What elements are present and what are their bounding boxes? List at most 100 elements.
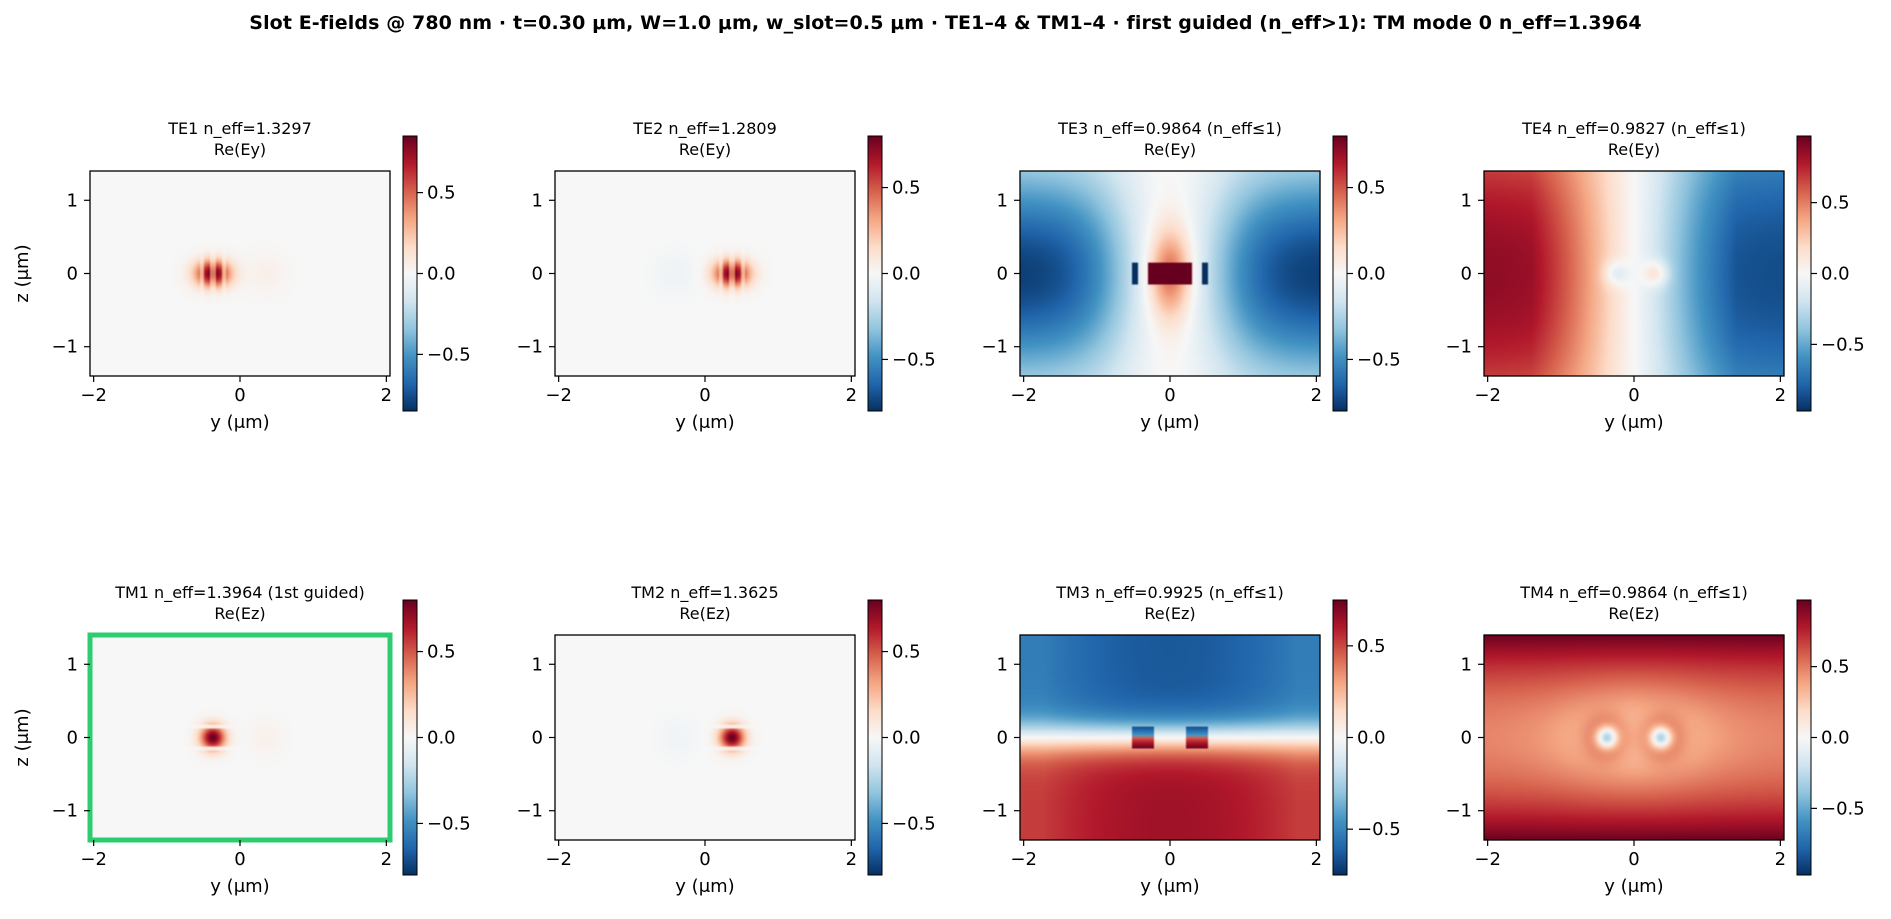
x-tick-label: −2 xyxy=(80,385,107,406)
x-tick-label: −2 xyxy=(1010,385,1037,406)
y-tick-label: −1 xyxy=(51,337,78,358)
y-tick-label: 0 xyxy=(532,728,543,749)
figure-title: Slot E-fields @ 780 nm · t=0.30 μm, W=1.… xyxy=(249,12,1642,34)
x-tick-label: 2 xyxy=(1311,385,1322,406)
x-tick-label: 0 xyxy=(234,849,245,870)
y-tick-label: 1 xyxy=(1461,654,1472,675)
y-tick-label: 1 xyxy=(997,654,1008,675)
y-tick-label: −1 xyxy=(51,801,78,822)
colorbar-tick-label: 0.5 xyxy=(1821,657,1850,678)
panel-title: TE1 n_eff=1.3297 xyxy=(167,119,312,139)
panel-subtitle: Re(Ey) xyxy=(214,140,266,159)
heatmap-image xyxy=(1484,635,1784,840)
y-axis-label: z (μm) xyxy=(12,708,33,766)
colorbar-tick-label: 0.5 xyxy=(427,642,456,663)
panel-subtitle: Re(Ez) xyxy=(679,604,730,623)
x-tick-label: 2 xyxy=(1311,849,1322,870)
colorbar-tick-label: 0.0 xyxy=(892,728,921,749)
x-tick-label: 2 xyxy=(381,385,392,406)
x-tick-label: 0 xyxy=(1164,849,1175,870)
panel-title: TE4 n_eff=0.9827 (n_eff≤1) xyxy=(1521,119,1746,139)
colorbar xyxy=(1796,599,1812,876)
x-tick-label: −2 xyxy=(1474,849,1501,870)
x-tick-label: −2 xyxy=(545,385,572,406)
y-tick-label: 0 xyxy=(67,728,78,749)
panel-title: TE3 n_eff=0.9864 (n_eff≤1) xyxy=(1057,119,1282,139)
heatmap-image xyxy=(1484,171,1784,376)
panel-te4: TE4 n_eff=0.9827 (n_eff≤1)Re(Ey) −2 0 2 y (μ… xyxy=(1445,119,1864,433)
heatmap-image xyxy=(90,635,390,840)
panel-subtitle: Re(Ey) xyxy=(1608,140,1660,159)
y-tick-label: 0 xyxy=(1461,728,1472,749)
y-tick-label: −1 xyxy=(1445,801,1472,822)
y-tick-label: −1 xyxy=(516,801,543,822)
x-axis-label: y (μm) xyxy=(1140,412,1199,433)
colorbar-tick-label: 0.0 xyxy=(1357,264,1386,285)
x-tick-label: 2 xyxy=(381,849,392,870)
x-tick-label: −2 xyxy=(545,849,572,870)
y-axis-label: z (μm) xyxy=(12,244,33,302)
colorbar-tick-label: 0.5 xyxy=(427,183,456,204)
heatmap-image xyxy=(90,171,390,376)
y-tick-label: 1 xyxy=(997,190,1008,211)
colorbar xyxy=(1796,135,1812,412)
colorbar-tick-label: 0.0 xyxy=(892,264,921,285)
x-tick-label: 0 xyxy=(1628,849,1639,870)
heatmap-image xyxy=(555,635,855,840)
panel-subtitle: Re(Ey) xyxy=(1144,140,1196,159)
y-tick-label: 1 xyxy=(532,654,543,675)
colorbar-tick-label: 0.5 xyxy=(892,178,921,199)
colorbar xyxy=(402,135,418,412)
colorbar xyxy=(1332,135,1348,412)
x-tick-label: 2 xyxy=(846,849,857,870)
y-tick-label: 1 xyxy=(67,190,78,211)
colorbar-tick-label: 0.5 xyxy=(1357,636,1386,657)
colorbar-tick-label: 0.5 xyxy=(1821,193,1850,214)
y-tick-label: −1 xyxy=(516,337,543,358)
heatmap-image xyxy=(1020,635,1320,840)
heatmap-image xyxy=(555,171,855,376)
x-axis-label: y (μm) xyxy=(1140,876,1199,897)
y-tick-label: 0 xyxy=(997,728,1008,749)
x-tick-label: −2 xyxy=(80,849,107,870)
colorbar xyxy=(867,599,883,876)
panel-subtitle: Re(Ez) xyxy=(1608,604,1659,623)
heatmap-image xyxy=(1020,171,1320,376)
panel-title: TM4 n_eff=0.9864 (n_eff≤1) xyxy=(1519,583,1747,603)
colorbar-tick-label: −0.5 xyxy=(892,813,936,834)
x-tick-label: 2 xyxy=(1775,849,1786,870)
colorbar-tick-label: −0.5 xyxy=(1821,334,1865,355)
y-tick-label: 0 xyxy=(997,264,1008,285)
colorbar-tick-label: 0.5 xyxy=(1357,178,1386,199)
panel-subtitle: Re(Ez) xyxy=(1144,604,1195,623)
panel-subtitle: Re(Ez) xyxy=(214,604,265,623)
y-tick-label: −1 xyxy=(981,337,1008,358)
colorbar-tick-label: 0.0 xyxy=(427,264,456,285)
colorbar-tick-label: −0.5 xyxy=(1821,798,1865,819)
y-tick-label: −1 xyxy=(1445,337,1472,358)
x-axis-label: y (μm) xyxy=(675,412,734,433)
colorbar-tick-label: 0.0 xyxy=(427,728,456,749)
y-tick-label: 1 xyxy=(532,190,543,211)
x-axis-label: y (μm) xyxy=(1604,876,1663,897)
x-axis-label: y (μm) xyxy=(210,412,269,433)
x-axis-label: y (μm) xyxy=(1604,412,1663,433)
panel-tm3: TM3 n_eff=0.9925 (n_eff≤1)Re(Ez) −2 0 2 y (μ… xyxy=(981,583,1400,897)
panel-title: TE2 n_eff=1.2809 xyxy=(632,119,777,139)
panel-title: TM1 n_eff=1.3964 (1st guided) xyxy=(114,583,365,603)
y-tick-label: 1 xyxy=(1461,190,1472,211)
colorbar-tick-label: 0.0 xyxy=(1357,728,1386,749)
colorbar-tick-label: 0.0 xyxy=(1821,264,1850,285)
colorbar xyxy=(402,599,418,876)
colorbar-tick-label: −0.5 xyxy=(427,344,471,365)
colorbar-tick-label: 0.0 xyxy=(1821,728,1850,749)
x-tick-label: 0 xyxy=(699,849,710,870)
panel-tm4: TM4 n_eff=0.9864 (n_eff≤1)Re(Ez) −2 0 2 y (μ… xyxy=(1445,583,1864,897)
colorbar-tick-label: −0.5 xyxy=(1357,349,1401,370)
y-tick-label: 1 xyxy=(67,654,78,675)
panel-subtitle: Re(Ey) xyxy=(679,140,731,159)
y-tick-label: 0 xyxy=(67,264,78,285)
